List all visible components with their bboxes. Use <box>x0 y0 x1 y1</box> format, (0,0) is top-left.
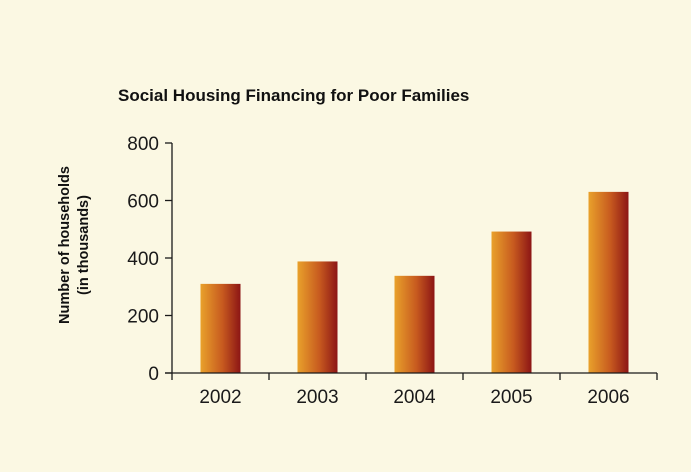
y-tick-label: 200 <box>127 307 159 328</box>
bar-2006 <box>588 191 629 373</box>
x-axis-ticks: 2002 2003 2004 2005 2006 <box>171 373 658 408</box>
x-tick-label: 2003 <box>296 387 338 408</box>
y-tick-label: 0 <box>148 364 159 385</box>
bar-2002 <box>200 283 241 373</box>
x-tick-label: 2002 <box>199 387 241 408</box>
bars-group <box>200 191 629 373</box>
y-tick-label: 400 <box>127 249 159 270</box>
chart-title: Social Housing Financing for Poor Famili… <box>118 86 469 105</box>
bar-2004 <box>394 275 435 373</box>
x-tick-label: 2005 <box>490 387 532 408</box>
bar-2005 <box>491 231 532 373</box>
y-axis-ticks: 0 200 400 600 800 <box>127 134 172 385</box>
y-tick-label: 600 <box>127 192 159 213</box>
x-tick-label: 2006 <box>587 387 629 408</box>
bar-2003 <box>297 261 338 373</box>
y-axis-label-line1: Number of households <box>57 166 73 324</box>
y-tick-label: 800 <box>127 134 159 155</box>
y-axis-label-line2: (in thousands) <box>76 195 92 295</box>
x-tick-label: 2004 <box>393 387 436 408</box>
